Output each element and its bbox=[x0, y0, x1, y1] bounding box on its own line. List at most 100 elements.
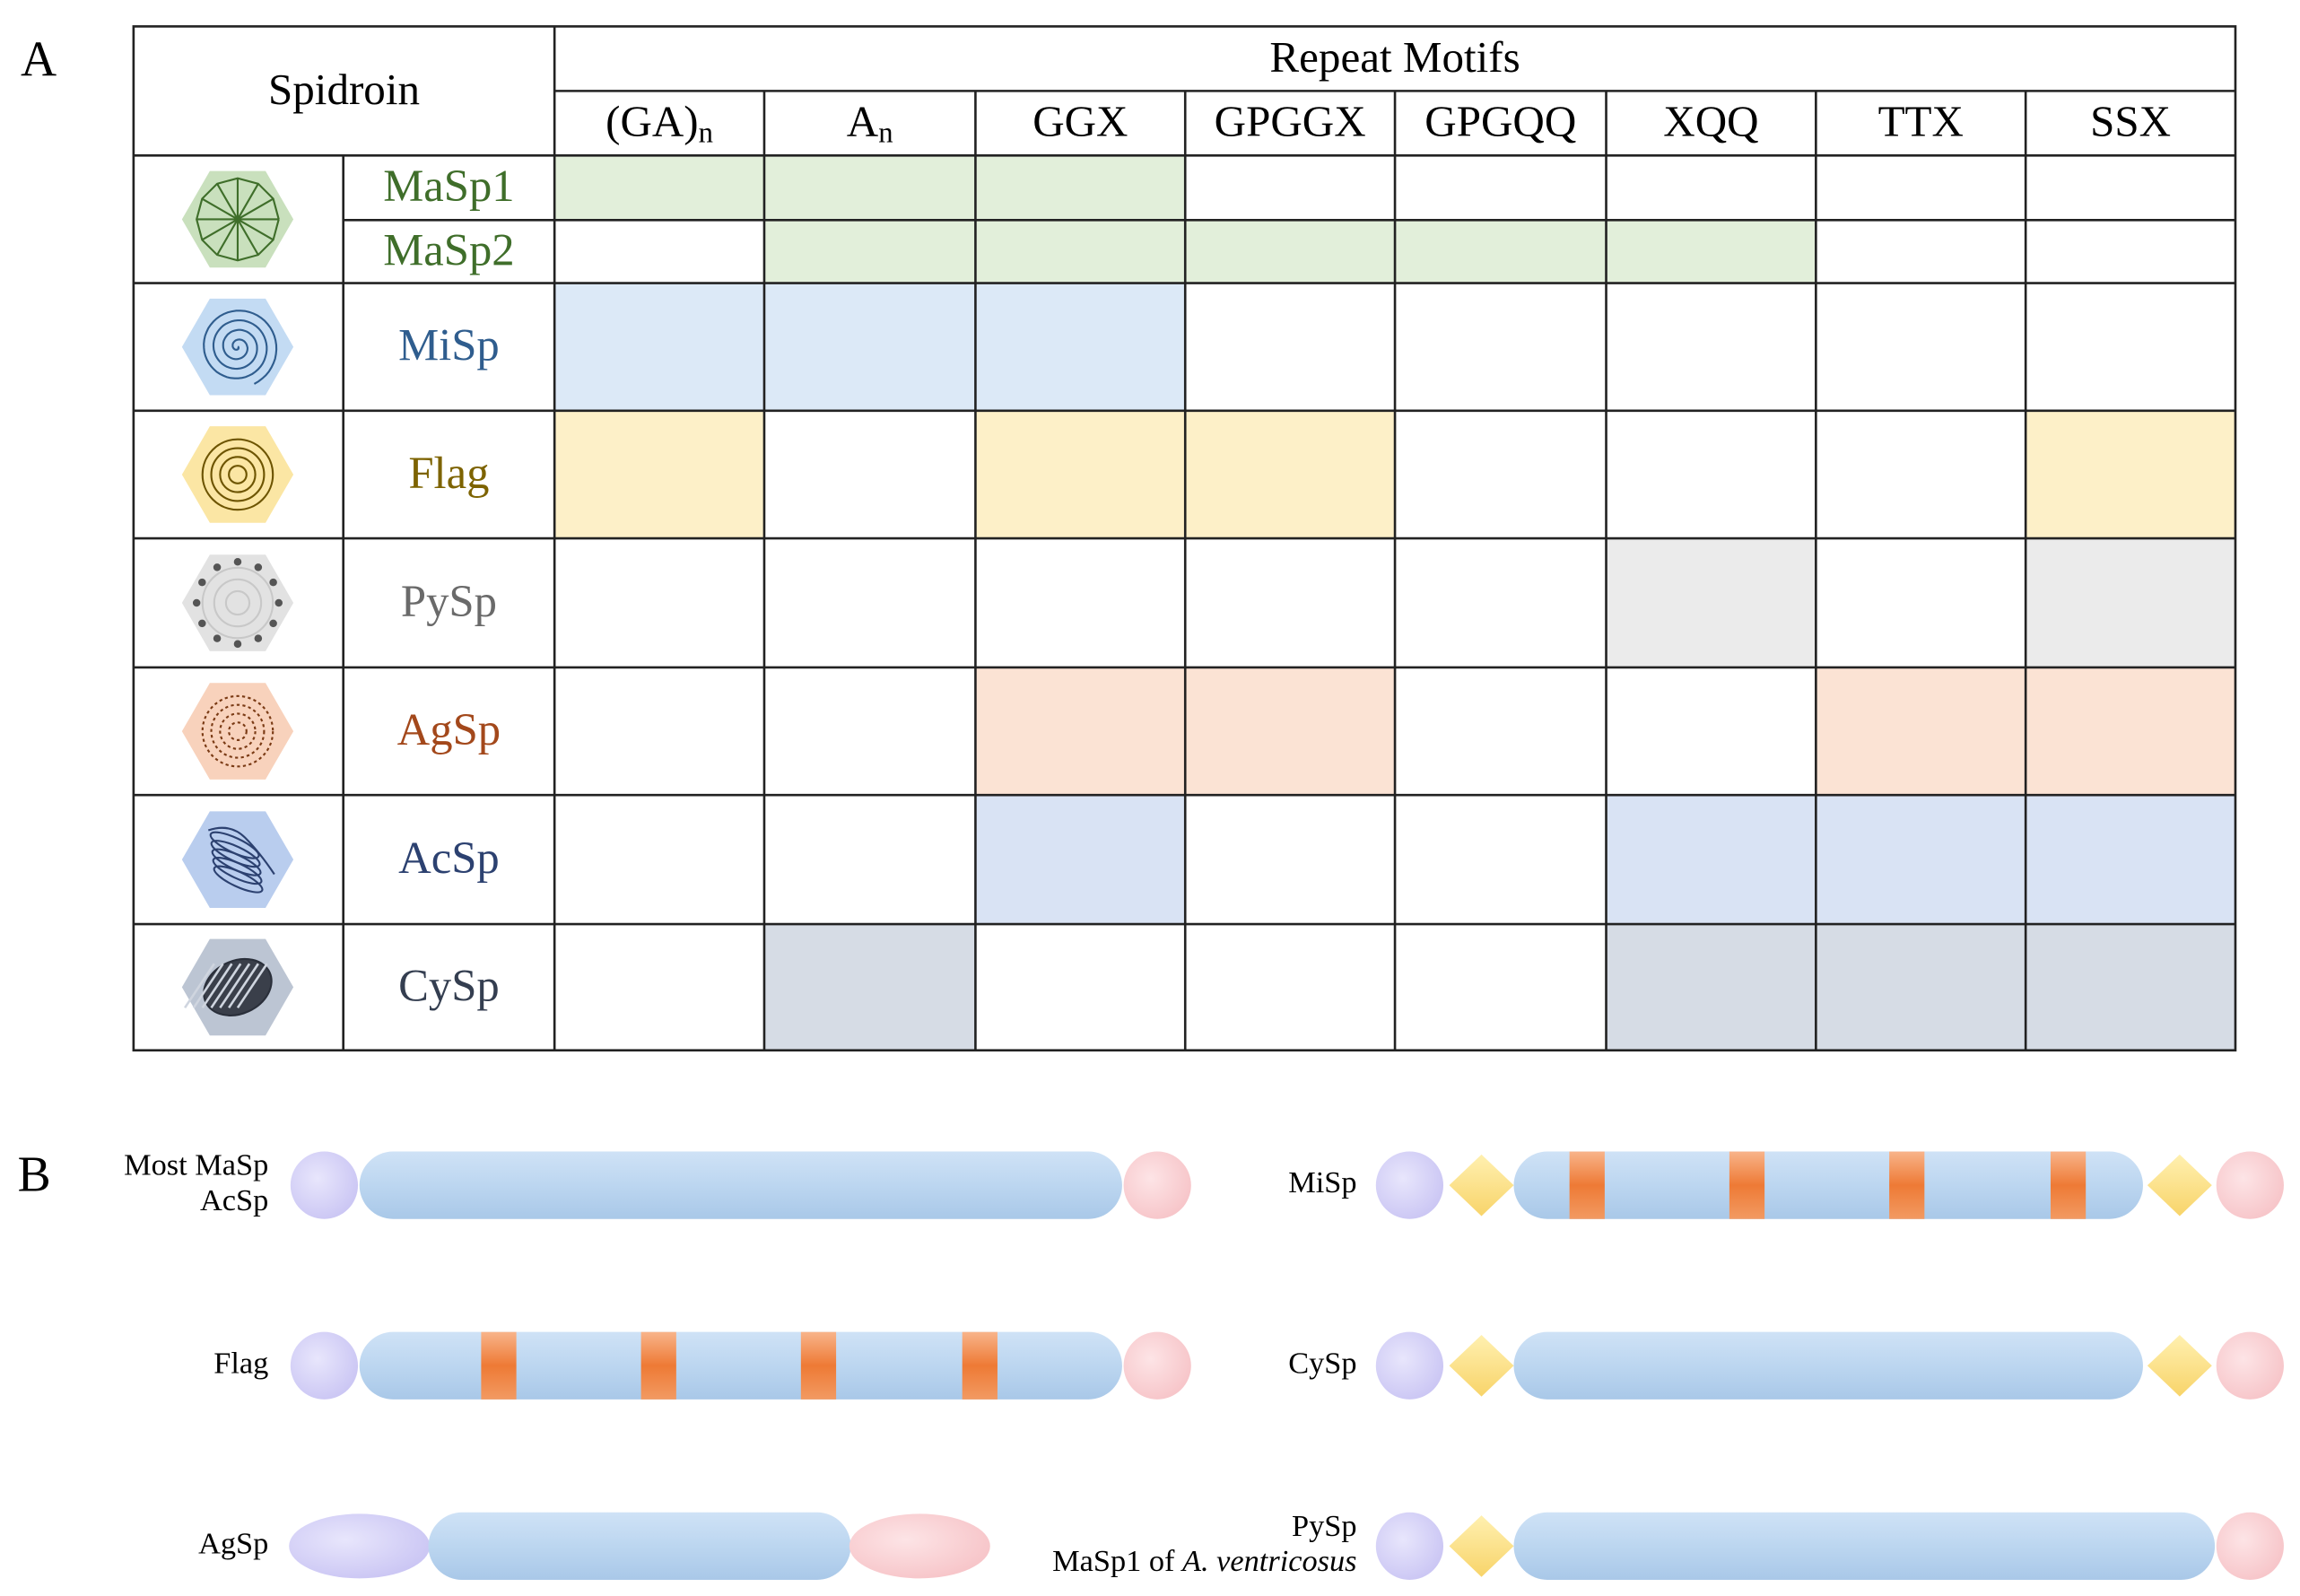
linker-diamond bbox=[1449, 1515, 1514, 1577]
cell-fill bbox=[975, 667, 1186, 796]
label-part: A. ventricosus bbox=[1180, 1544, 1356, 1578]
construct-label: CySp bbox=[1288, 1346, 1356, 1380]
construct-label: AcSp bbox=[200, 1183, 268, 1217]
cell-fill bbox=[763, 220, 976, 283]
spacer-band bbox=[481, 1331, 517, 1400]
icon bbox=[184, 957, 273, 1016]
cell-fill bbox=[2026, 924, 2235, 1051]
icon bbox=[203, 310, 278, 385]
motif-text: A bbox=[847, 97, 879, 146]
label-part: CySp bbox=[1288, 1346, 1356, 1380]
cell-fill bbox=[554, 155, 764, 221]
cell-fill bbox=[554, 410, 764, 539]
icon-hexagon bbox=[181, 554, 294, 651]
cell-fill bbox=[2026, 538, 2235, 667]
n-terminal bbox=[290, 1151, 359, 1219]
cell-fill bbox=[975, 283, 1186, 411]
construct-label: MaSp1 of A. ventricosus bbox=[1052, 1544, 1356, 1578]
linker-diamond bbox=[1449, 1154, 1514, 1217]
cell-fill bbox=[1606, 924, 1816, 1051]
cell-fill bbox=[975, 410, 1186, 539]
cell-fill bbox=[1606, 795, 1816, 925]
cell-fill bbox=[1606, 220, 1816, 283]
icon-hexagon bbox=[181, 811, 294, 908]
repeat-domain bbox=[1513, 1331, 2143, 1400]
n-terminal bbox=[1375, 1151, 1444, 1219]
c-terminal bbox=[2216, 1331, 2284, 1400]
repeat-domain bbox=[1513, 1512, 2216, 1581]
linker-diamond bbox=[2147, 1154, 2212, 1217]
panel-label: A bbox=[21, 32, 57, 88]
cell-fill bbox=[1606, 538, 1816, 667]
spacer-band bbox=[1569, 1151, 1605, 1219]
spacer-band bbox=[2050, 1151, 2087, 1219]
cell-fill bbox=[1395, 220, 1607, 283]
motif-text: GPGQQ bbox=[1424, 97, 1576, 146]
motif-subscript: n bbox=[699, 117, 713, 149]
icon-hexagon bbox=[181, 426, 294, 523]
cell-fill bbox=[1816, 795, 2026, 925]
motif-text: GGX bbox=[1032, 97, 1128, 146]
n-terminal bbox=[1375, 1512, 1444, 1581]
spacer-band bbox=[1729, 1151, 1765, 1219]
cell-fill bbox=[1185, 667, 1396, 796]
construct-label: Flag bbox=[213, 1346, 268, 1380]
n-terminal bbox=[289, 1513, 431, 1579]
icon bbox=[201, 694, 274, 768]
cell-fill bbox=[1816, 667, 2026, 796]
spidroin-name: MaSp1 bbox=[383, 161, 514, 211]
cell-fill bbox=[2026, 410, 2235, 539]
cell-fill bbox=[2026, 667, 2235, 796]
c-terminal bbox=[849, 1513, 990, 1579]
header: Spidroin bbox=[268, 65, 420, 114]
repeat-domain bbox=[1513, 1151, 2143, 1219]
motif-text: SSX bbox=[2090, 97, 2171, 146]
spidroin-name: AgSp bbox=[397, 704, 501, 754]
cell-fill bbox=[763, 155, 976, 221]
construct-label: PySp bbox=[1292, 1509, 1357, 1543]
spacer-band bbox=[962, 1331, 998, 1400]
motif-header: GPGGX bbox=[1215, 97, 1366, 146]
label-part: Most MaSp bbox=[124, 1147, 268, 1182]
linker-diamond bbox=[1449, 1334, 1514, 1397]
label-part: MaSp1 of bbox=[1052, 1544, 1182, 1578]
cell-fill bbox=[975, 220, 1186, 283]
label-part: AcSp bbox=[200, 1183, 268, 1217]
icon bbox=[196, 177, 280, 262]
cell-fill bbox=[2026, 795, 2235, 925]
cell-fill bbox=[1185, 410, 1396, 539]
construct-label: Most MaSp bbox=[124, 1147, 268, 1182]
c-terminal bbox=[2216, 1151, 2284, 1219]
cell-fill bbox=[975, 155, 1186, 221]
motif-header: TTX bbox=[1878, 97, 1964, 146]
repeat-domain bbox=[428, 1512, 851, 1581]
cell-fill bbox=[975, 795, 1186, 925]
label-part: Flag bbox=[213, 1346, 268, 1380]
icon bbox=[192, 557, 283, 649]
motif-header: GPGQQ bbox=[1424, 97, 1576, 146]
cell-fill bbox=[1185, 220, 1396, 283]
spacer-band bbox=[1889, 1151, 1925, 1219]
spacer-band bbox=[640, 1331, 676, 1400]
motif-subscript: n bbox=[878, 117, 893, 149]
spidroin-name: MaSp2 bbox=[383, 224, 514, 275]
cell-fill bbox=[763, 283, 976, 411]
c-terminal bbox=[1123, 1331, 1191, 1400]
motif-header: XQQ bbox=[1663, 97, 1758, 146]
construct-label: AgSp bbox=[198, 1526, 268, 1560]
n-terminal bbox=[290, 1331, 359, 1400]
motif-header: An bbox=[847, 97, 893, 149]
repeat-domain bbox=[359, 1151, 1122, 1219]
motif-text: GPGGX bbox=[1215, 97, 1366, 146]
motif-header: (GA)n bbox=[605, 97, 713, 149]
motif-text: TTX bbox=[1878, 97, 1964, 146]
icon-hexagon bbox=[181, 683, 294, 780]
spacer-band bbox=[800, 1331, 837, 1400]
c-terminal bbox=[2216, 1512, 2284, 1581]
icon bbox=[207, 826, 275, 894]
spidroin-name: PySp bbox=[401, 576, 497, 626]
cell-fill bbox=[763, 924, 976, 1051]
spidroin-name: CySp bbox=[398, 960, 500, 1010]
